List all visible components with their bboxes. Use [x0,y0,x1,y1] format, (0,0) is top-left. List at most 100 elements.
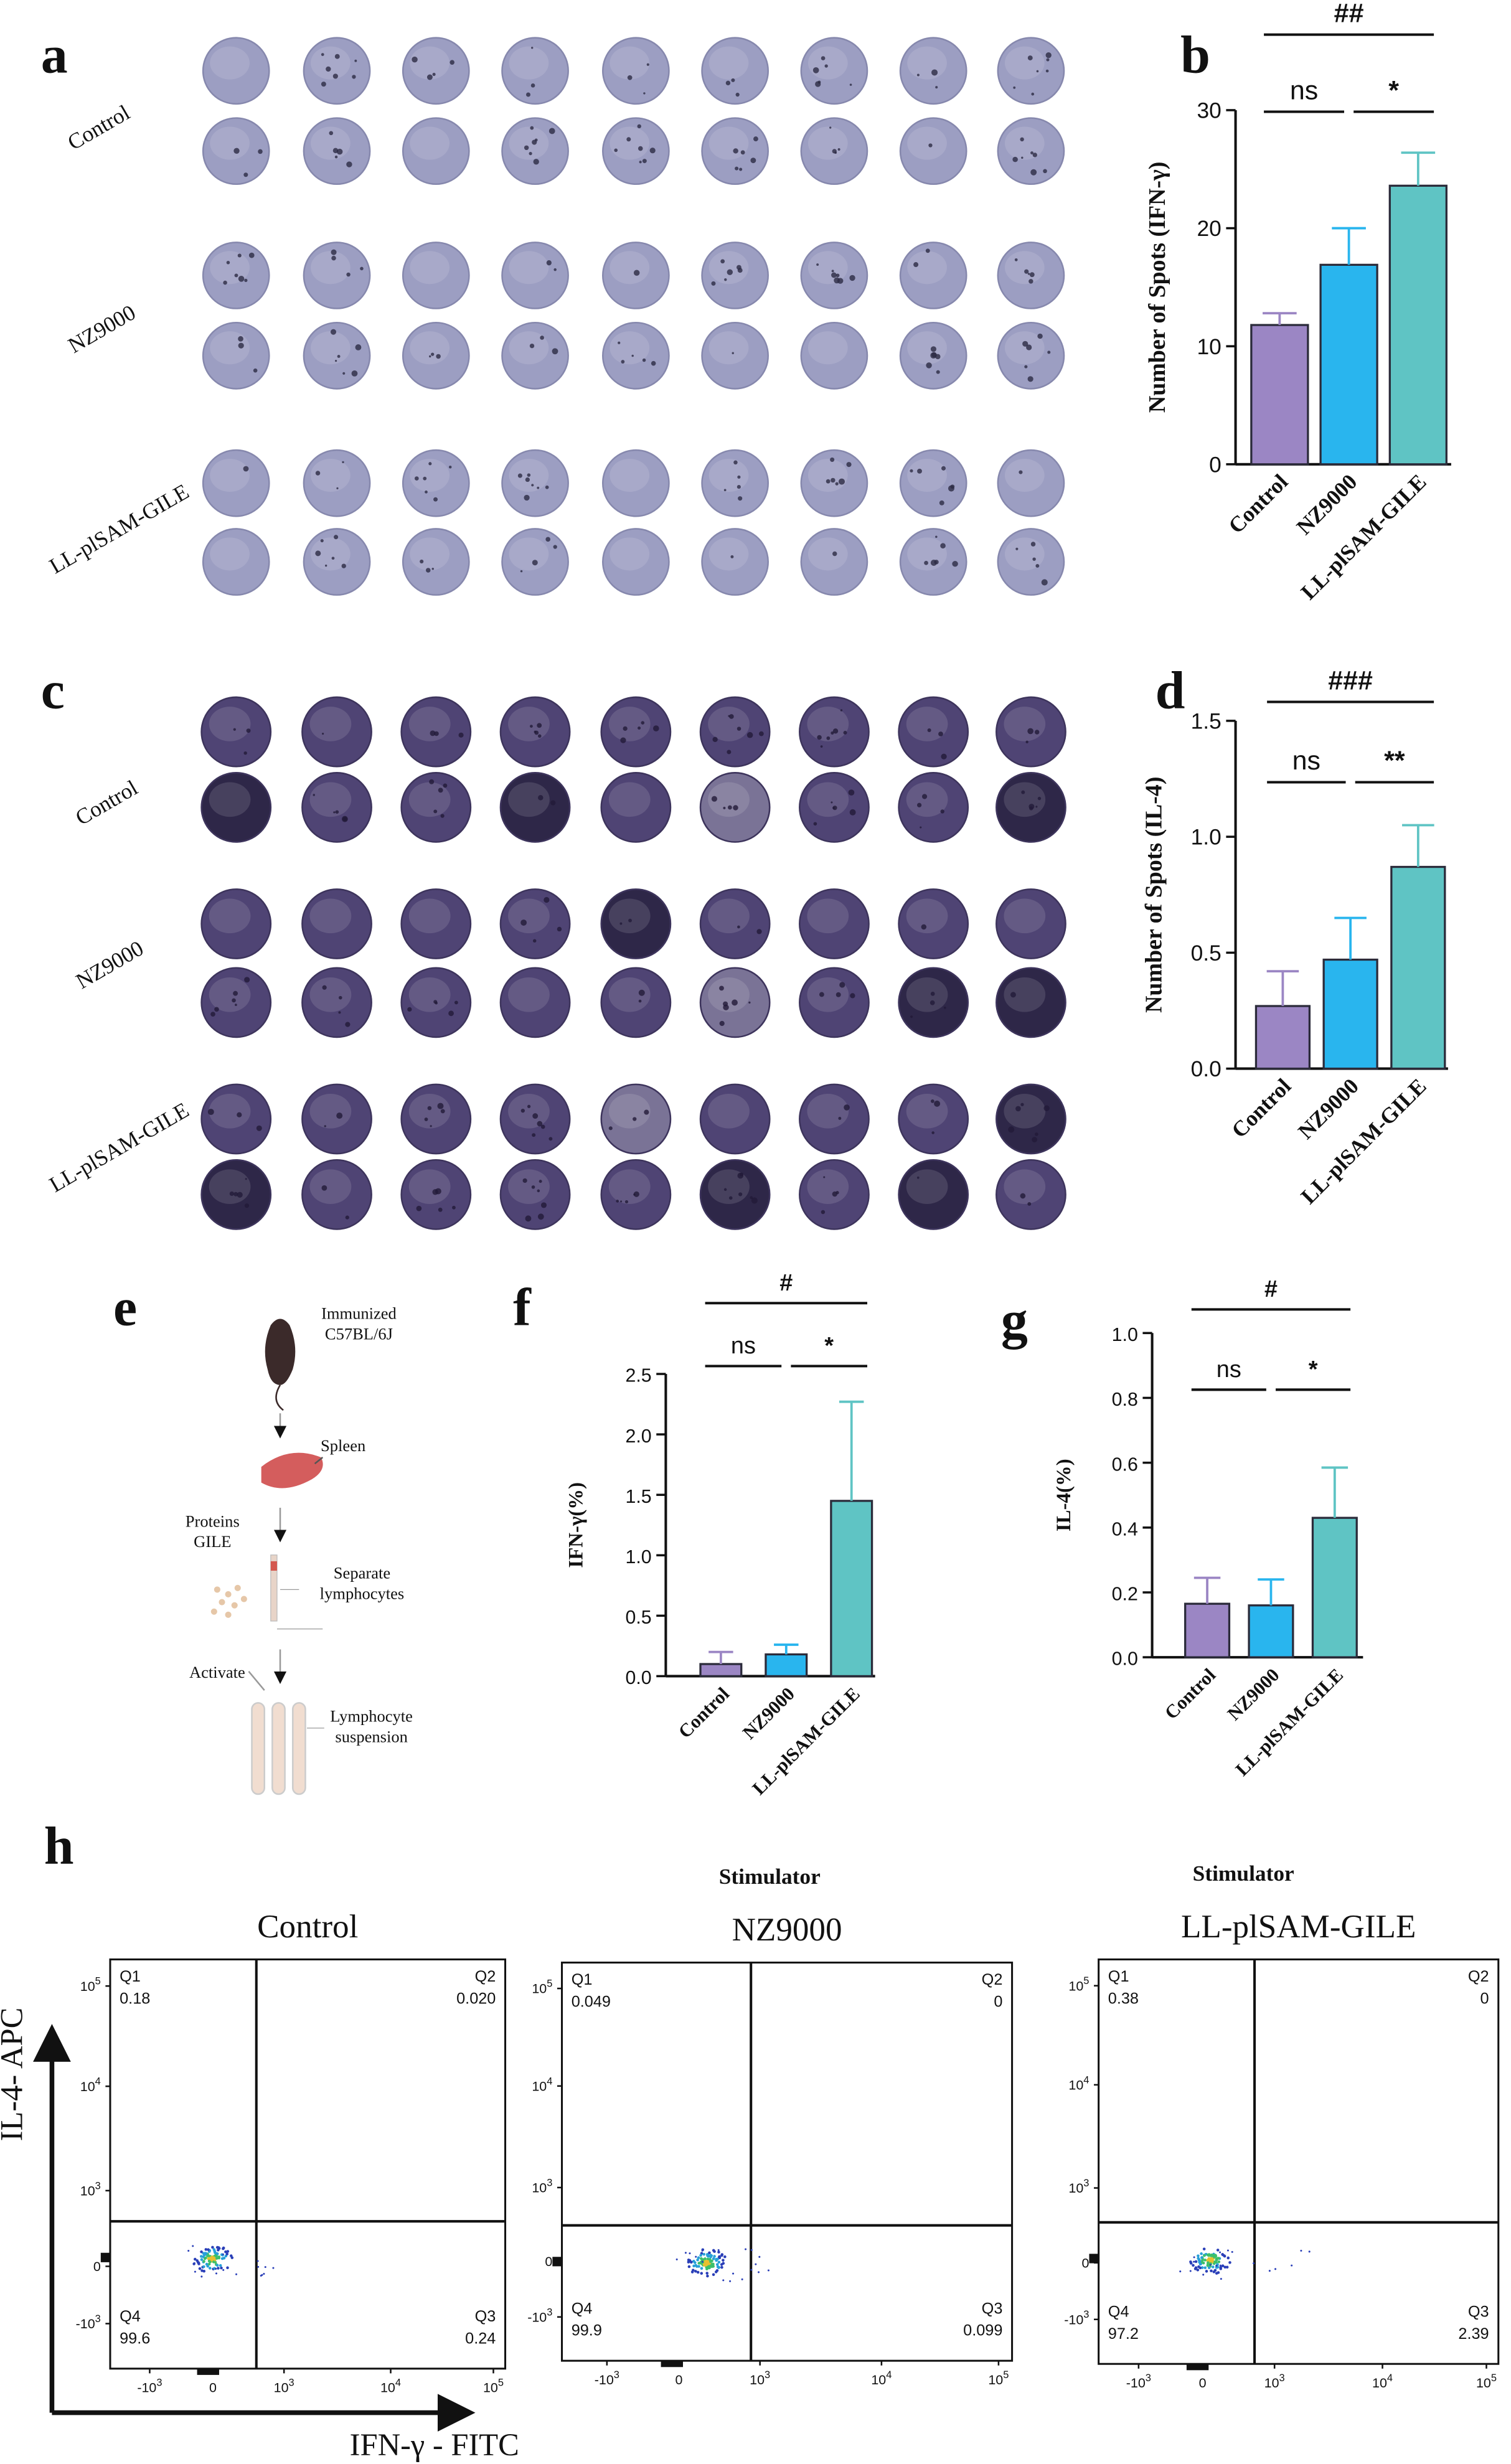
well [202,449,270,517]
well [600,772,672,843]
flow-tick-label: 0 [1199,2376,1207,2391]
tick-base: -10 [137,2381,156,2396]
event [696,2258,699,2262]
well-sheen [608,707,651,741]
event [194,2257,197,2261]
well-spot [238,342,244,349]
well-spot [245,1178,247,1180]
well-spot [646,63,649,66]
well-spot [437,1103,444,1109]
event [712,2273,715,2277]
well [303,37,371,105]
well-spot [846,462,852,468]
well-spot [548,1137,553,1141]
flow-tick-label: 0 [675,2372,683,2387]
event [207,2262,211,2266]
well-spot [214,1007,219,1012]
well-sheen [410,46,450,80]
event [722,2279,725,2282]
tick-base: 10 [1264,2376,1279,2391]
well-spot [638,726,641,730]
well [701,528,769,596]
well [800,321,868,390]
well [499,967,571,1038]
event [207,2259,211,2263]
well-spot [831,270,834,273]
event [200,2258,204,2261]
event [187,2249,190,2252]
well [202,528,270,596]
flow-frame [1098,1958,1500,2365]
well [402,117,470,186]
well-spot [526,92,530,97]
y-axis-label: Number of Spots (IFN-γ) [1144,162,1170,413]
well-spot [1027,376,1033,382]
well-sheen [210,537,250,571]
well-spot [633,1193,636,1196]
event [687,2260,690,2264]
well-spot [336,148,343,155]
well-spot [430,1125,432,1127]
well [200,888,272,959]
well-spot [930,992,935,996]
well-sheen [906,1169,948,1204]
tick-exponent: 5 [95,1976,101,1987]
well-spot [1029,272,1035,278]
y-axis-label: IFN-γ(%) [565,1482,587,1568]
quadrant-name: Q4 [120,2308,141,2325]
well [400,888,472,959]
event [1207,2254,1210,2257]
well [996,888,1066,959]
event [202,2265,205,2269]
well-spot [928,143,933,148]
well-spot [616,1200,619,1203]
well-spot [552,348,558,355]
significance-label: # [1264,1276,1278,1302]
significance-label: * [1309,1357,1318,1383]
tick-base: 10 [1068,1978,1083,1993]
well-spot [244,278,248,283]
well-spot [750,1196,753,1200]
y-tick-label: 2.0 [625,1426,651,1447]
row-label: NZ9000 [72,936,148,994]
well [800,37,868,105]
event [720,2263,723,2266]
event [1219,2264,1222,2267]
well-spot [341,563,346,568]
well-spot [621,360,625,364]
well-spot [1027,728,1033,735]
flow-tick-label: 105 [1068,1975,1089,1993]
well-sheen [309,898,352,934]
event [1221,2264,1225,2267]
well-spot [1037,796,1042,801]
well-spot [639,161,642,164]
well-spot [843,730,847,735]
event [709,2260,712,2264]
well-spot [229,1191,234,1197]
quadrant-value: 99.6 [120,2330,150,2347]
tick-exponent: 3 [95,2313,101,2325]
well-spot [529,152,532,156]
well [899,242,967,309]
well-spot [429,355,431,358]
axis-density [100,2252,110,2262]
well-sheen [907,331,947,365]
well-spot [941,753,947,759]
event [217,2249,220,2252]
event [1179,2270,1182,2273]
well [402,321,470,390]
well-sheen [610,251,650,284]
well-spot [235,1004,237,1006]
flow-tick-label: 103 [532,2177,552,2195]
well-sheen [509,537,549,571]
well-spot [733,460,738,465]
well-spot [753,136,758,142]
tick-exponent: 5 [498,2377,504,2389]
flow-frame [109,1958,507,2370]
well-spot [1027,273,1030,275]
tick-base: 0 [209,2381,217,2396]
y-axis-label: IL-4(%) [1053,1459,1075,1531]
well-sheen [509,331,549,365]
dot [225,1591,232,1598]
well-sheen [708,537,749,571]
